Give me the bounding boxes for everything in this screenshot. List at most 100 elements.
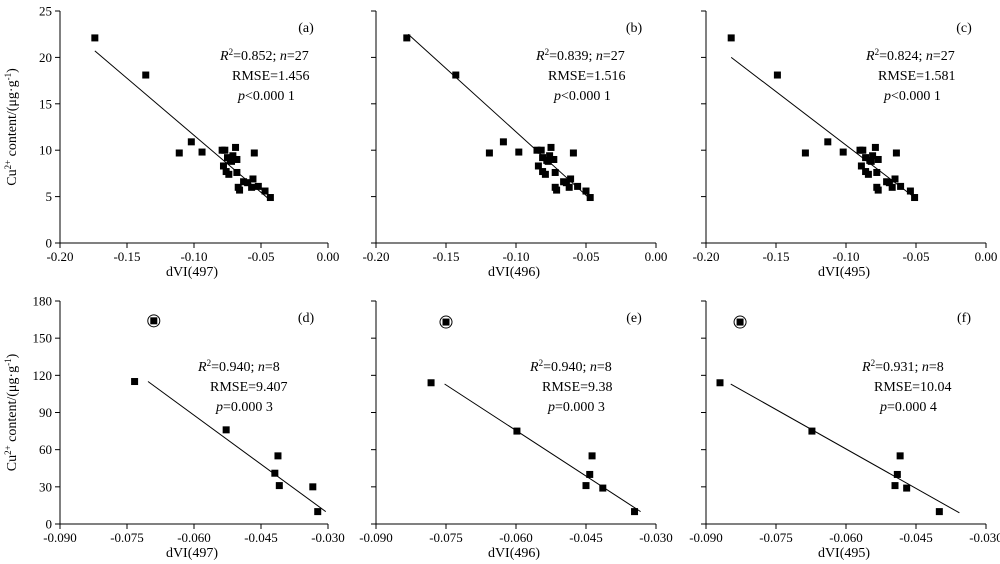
data-point [862,154,870,162]
regression-line [147,381,327,513]
data-point [233,155,241,163]
data-point [550,155,558,163]
p-value-text: p=0.000 3 [215,400,273,415]
r2-value: =0.940; [543,360,590,375]
data-point [485,149,493,157]
x-tick-label: -0.15 [432,249,459,264]
x-tick-label: 0.00 [645,249,668,264]
data-point [857,162,865,170]
data-point [582,482,590,490]
data-point [254,182,262,190]
data-point [452,71,460,79]
data-point [274,452,282,460]
data-point [808,427,816,435]
x-tick-label: -0.030 [639,530,673,545]
y-tick-label: 90 [39,405,52,420]
p-value: <0.000 1 [561,89,611,104]
data-point [567,175,575,183]
p-value-text: p<0.000 1 [553,89,611,104]
r2-n-text: R2=0.824; n=27 [865,47,955,64]
data-point [891,175,899,183]
y-tick-label: 15 [39,96,52,111]
x-tick-label: -0.045 [244,530,278,545]
data-point [219,162,227,170]
regression-line [444,383,641,513]
data-point [562,179,570,187]
data-point [228,157,236,165]
panel-e: -0.090 -0.075 -0.060 -0.045 -0.030 dVI(496) (e… [359,300,673,561]
x-axis-label: dVI(496) [488,546,540,561]
regression-line [407,33,592,201]
data-point [892,149,900,157]
data-point [221,146,229,154]
panel-d: -0.090 -0.075 -0.060 -0.045 -0.030 0 30 60 90 120… [3,294,345,562]
x-tick-label: -0.090 [359,530,393,545]
x-axis-label: dVI(495) [818,546,870,561]
p-value: <0.000 1 [245,89,295,104]
data-point [869,152,877,160]
data-point [897,182,905,190]
regression-line [730,383,960,514]
y-tick-label: 60 [39,442,52,457]
x-axis-label: dVI(495) [818,265,870,280]
data-point [896,452,904,460]
x-tick-label: -0.060 [829,530,863,545]
data-point [885,179,893,187]
r2-value: =0.940; [211,360,258,375]
data-point [244,179,252,187]
data-point [547,143,555,151]
data-point [824,138,832,146]
x-tick-label: -0.030 [969,530,1000,545]
panel-c: -0.20 -0.15 -0.10 -0.05 0.00 dVI(495) (c)R2=0.… [692,10,998,280]
x-tick-label: -0.20 [46,249,73,264]
data-point [513,427,521,435]
regression-line [94,50,271,201]
y-tick-label: 0 [46,236,53,251]
x-tick-label: -0.15 [762,249,789,264]
p-value: <0.000 1 [891,89,941,104]
p-value-text: p<0.000 1 [883,89,941,104]
x-tick-label: -0.20 [362,249,389,264]
r2-n-text: R2=0.940; n=8 [197,358,280,375]
r2-n-text: R2=0.940; n=8 [529,358,612,375]
x-tick-label: -0.075 [429,530,463,545]
x-tick-label: 0.00 [975,249,998,264]
x-axis-label: dVI(496) [488,265,540,280]
data-point [871,143,879,151]
data-point [427,379,435,387]
n-value: =27 [603,49,625,64]
data-point [515,148,523,156]
panel-f: -0.090 -0.075 -0.060 -0.045 -0.030 dVI(495) (f… [689,300,1000,561]
data-point [175,149,183,157]
outlier-point [442,318,450,326]
data-point [236,186,244,194]
n-value: =8 [265,360,280,375]
data-point [187,138,195,146]
outlier-circle [733,315,747,329]
data-point [716,379,724,387]
data-point [533,146,541,154]
data-point [233,168,241,176]
r2-n-text: R2=0.931; n=8 [861,358,944,375]
panel-label: (f) [957,311,971,326]
rmse-text: RMSE=1.581 [878,69,956,84]
data-point [248,183,256,191]
data-point [864,170,872,178]
p-value: =0.000 4 [887,400,937,415]
data-point [935,508,943,516]
data-point [553,186,561,194]
x-tick-label: -0.075 [759,530,793,545]
rmse-text: RMSE=9.407 [210,380,288,395]
data-point [574,182,582,190]
y-tick-label: 150 [33,331,53,346]
x-axis-label: dVI(497) [166,546,218,561]
data-point [309,483,317,491]
data-point [198,148,206,156]
data-point [565,183,573,191]
p-value: =0.000 3 [223,400,273,415]
n-value: =27 [287,49,309,64]
panel-b: -0.20 -0.15 -0.10 -0.05 0.00 dVI(496) (b)R2=0.… [362,10,668,280]
data-point [142,71,150,79]
data-point [588,452,596,460]
